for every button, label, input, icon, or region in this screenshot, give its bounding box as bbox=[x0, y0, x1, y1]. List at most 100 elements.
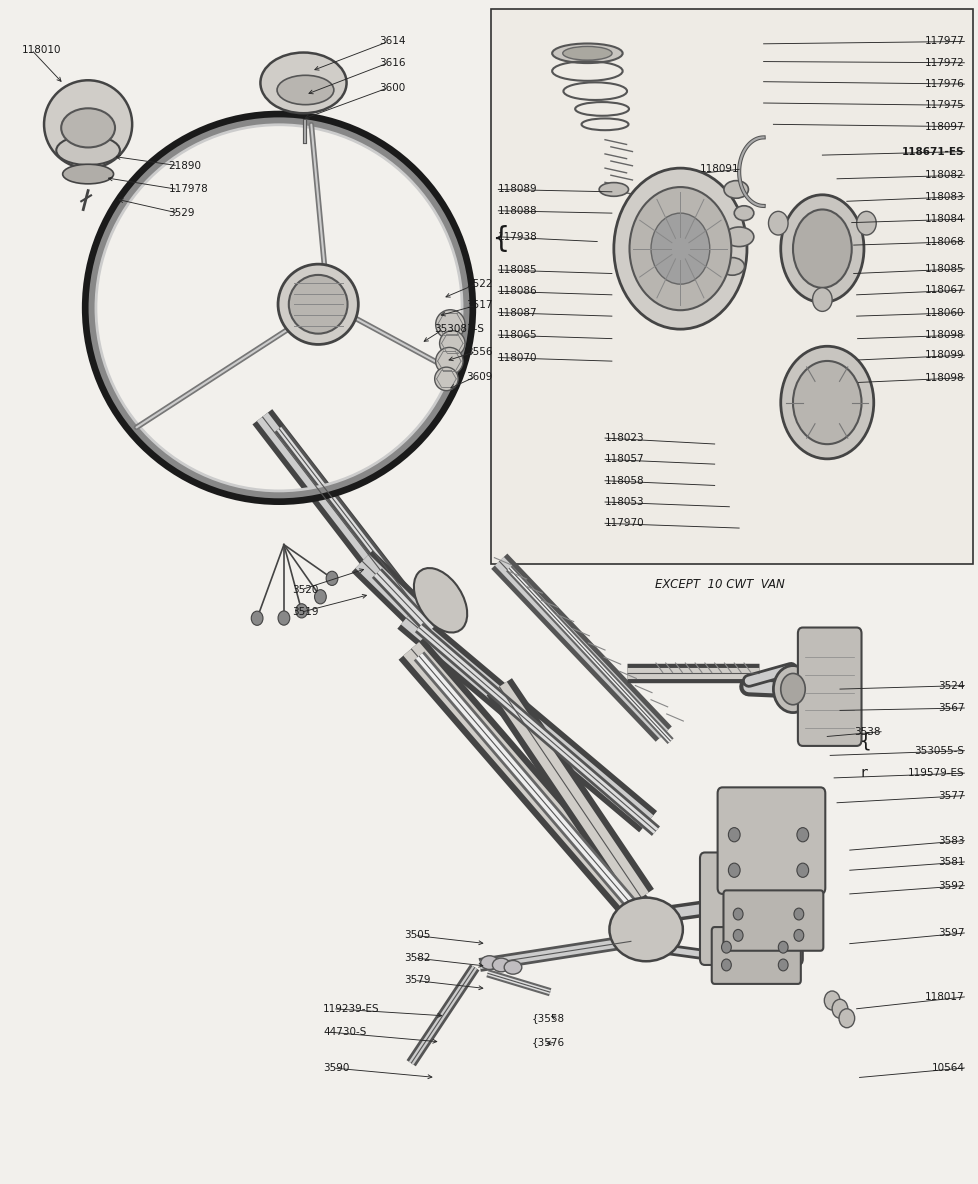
Text: 3616: 3616 bbox=[378, 58, 405, 67]
Circle shape bbox=[793, 908, 803, 920]
Ellipse shape bbox=[562, 46, 611, 60]
Text: 118097: 118097 bbox=[924, 122, 963, 131]
Text: 3592: 3592 bbox=[937, 881, 963, 890]
Text: 118065: 118065 bbox=[498, 330, 537, 340]
Text: 118023: 118023 bbox=[604, 433, 644, 443]
Text: 3567: 3567 bbox=[937, 703, 963, 713]
Circle shape bbox=[856, 212, 875, 236]
Ellipse shape bbox=[734, 206, 753, 220]
Ellipse shape bbox=[57, 136, 120, 165]
Circle shape bbox=[768, 212, 787, 236]
Circle shape bbox=[728, 863, 739, 877]
Ellipse shape bbox=[289, 275, 347, 334]
Text: 118068: 118068 bbox=[924, 237, 963, 246]
Text: 10564: 10564 bbox=[930, 1063, 963, 1073]
Ellipse shape bbox=[773, 665, 812, 713]
Ellipse shape bbox=[492, 958, 510, 972]
Ellipse shape bbox=[435, 310, 465, 339]
Ellipse shape bbox=[779, 346, 872, 459]
Ellipse shape bbox=[44, 81, 132, 168]
Circle shape bbox=[823, 991, 839, 1010]
Text: 118099: 118099 bbox=[924, 350, 963, 360]
Bar bbox=[491, 9, 972, 564]
Circle shape bbox=[278, 611, 289, 625]
Ellipse shape bbox=[63, 165, 113, 184]
Circle shape bbox=[796, 828, 808, 842]
Text: 3538: 3538 bbox=[854, 727, 880, 736]
Circle shape bbox=[838, 1009, 854, 1028]
Circle shape bbox=[778, 959, 787, 971]
Ellipse shape bbox=[780, 195, 863, 302]
Text: 3556: 3556 bbox=[466, 347, 492, 356]
Ellipse shape bbox=[792, 210, 851, 288]
Circle shape bbox=[778, 941, 787, 953]
Text: 118067: 118067 bbox=[924, 285, 963, 295]
Ellipse shape bbox=[724, 181, 747, 198]
Circle shape bbox=[613, 168, 746, 329]
Text: 118060: 118060 bbox=[924, 308, 963, 317]
Ellipse shape bbox=[724, 227, 753, 246]
Text: {: { bbox=[859, 732, 870, 751]
Text: 44730-S: 44730-S bbox=[323, 1028, 366, 1037]
Text: 118098: 118098 bbox=[924, 330, 963, 340]
Text: 3597: 3597 bbox=[937, 928, 963, 938]
Text: 3520: 3520 bbox=[291, 585, 318, 594]
Text: 118088: 118088 bbox=[498, 206, 537, 215]
Ellipse shape bbox=[792, 361, 861, 444]
Text: 3517: 3517 bbox=[466, 301, 492, 310]
Text: 3581: 3581 bbox=[937, 857, 963, 867]
Text: 118098: 118098 bbox=[924, 373, 963, 382]
Text: 118070: 118070 bbox=[498, 353, 537, 362]
Text: 118057: 118057 bbox=[604, 455, 644, 464]
Text: 3583: 3583 bbox=[937, 836, 963, 845]
FancyBboxPatch shape bbox=[711, 927, 800, 984]
Text: 118084: 118084 bbox=[924, 214, 963, 224]
Circle shape bbox=[629, 187, 731, 310]
Text: 117976: 117976 bbox=[923, 79, 963, 89]
Ellipse shape bbox=[780, 674, 804, 704]
Text: 353055-S: 353055-S bbox=[913, 746, 963, 755]
Ellipse shape bbox=[480, 955, 498, 970]
Text: 21890: 21890 bbox=[168, 161, 201, 170]
Text: {3576: {3576 bbox=[531, 1037, 564, 1047]
Text: 117938: 117938 bbox=[498, 232, 538, 242]
Ellipse shape bbox=[435, 347, 463, 375]
Text: 3600: 3600 bbox=[378, 83, 405, 92]
Text: 353083-S: 353083-S bbox=[433, 324, 483, 334]
Text: 118082: 118082 bbox=[924, 170, 963, 180]
Text: 117975: 117975 bbox=[923, 101, 963, 110]
Ellipse shape bbox=[504, 960, 521, 974]
FancyBboxPatch shape bbox=[717, 787, 824, 894]
Text: 3609: 3609 bbox=[466, 372, 492, 381]
Text: 118053: 118053 bbox=[604, 497, 644, 507]
Ellipse shape bbox=[278, 264, 358, 345]
Circle shape bbox=[314, 590, 326, 604]
Text: 118083: 118083 bbox=[924, 192, 963, 201]
Circle shape bbox=[733, 929, 742, 941]
Ellipse shape bbox=[599, 182, 628, 197]
Ellipse shape bbox=[414, 568, 467, 632]
Text: 118085: 118085 bbox=[924, 264, 963, 274]
Text: {: { bbox=[492, 225, 509, 253]
Ellipse shape bbox=[719, 258, 743, 275]
Ellipse shape bbox=[61, 108, 115, 148]
FancyBboxPatch shape bbox=[699, 852, 802, 965]
Ellipse shape bbox=[439, 330, 465, 356]
Text: 118085: 118085 bbox=[498, 265, 537, 275]
Text: 3519: 3519 bbox=[291, 607, 318, 617]
Circle shape bbox=[812, 288, 831, 311]
Text: 118010: 118010 bbox=[22, 45, 61, 54]
Text: 3577: 3577 bbox=[937, 791, 963, 800]
Text: 119239-ES: 119239-ES bbox=[323, 1004, 379, 1014]
FancyBboxPatch shape bbox=[723, 890, 822, 951]
Circle shape bbox=[793, 929, 803, 941]
Text: 3505: 3505 bbox=[404, 931, 430, 940]
Text: EXCEPT  10 CWT  VAN: EXCEPT 10 CWT VAN bbox=[654, 578, 783, 591]
Circle shape bbox=[251, 611, 263, 625]
Text: 3529: 3529 bbox=[168, 208, 195, 218]
Circle shape bbox=[831, 999, 847, 1018]
Ellipse shape bbox=[260, 52, 346, 114]
Circle shape bbox=[295, 604, 307, 618]
Text: 117972: 117972 bbox=[923, 58, 963, 67]
Text: 118671-ES: 118671-ES bbox=[901, 147, 963, 156]
